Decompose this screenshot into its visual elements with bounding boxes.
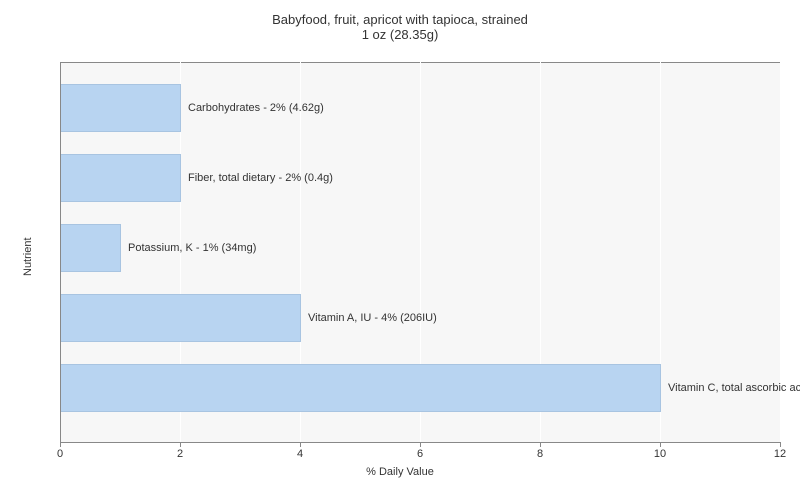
bar: [61, 294, 301, 342]
y-axis-label: Nutrient: [22, 237, 34, 276]
x-tick-mark: [780, 442, 781, 447]
x-tick-label: 0: [50, 448, 70, 460]
x-tick-label: 8: [530, 448, 550, 460]
bar: [61, 224, 121, 272]
bar: [61, 154, 181, 202]
x-tick-label: 2: [170, 448, 190, 460]
x-axis-label: % Daily Value: [0, 466, 800, 478]
chart-title-line1: Babyfood, fruit, apricot with tapioca, s…: [0, 0, 800, 27]
bar-label: Vitamin C, total ascorbic acid - 10% (6.…: [668, 382, 800, 394]
x-tick-label: 10: [650, 448, 670, 460]
x-tick-label: 12: [770, 448, 790, 460]
bar-label: Fiber, total dietary - 2% (0.4g): [188, 172, 333, 184]
bar-label: Vitamin A, IU - 4% (206IU): [308, 312, 437, 324]
x-tick-label: 4: [290, 448, 310, 460]
x-axis-line: [60, 442, 780, 443]
bar-label: Potassium, K - 1% (34mg): [128, 242, 256, 254]
nutrient-chart: Babyfood, fruit, apricot with tapioca, s…: [0, 0, 800, 500]
chart-title-line2: 1 oz (28.35g): [0, 27, 800, 42]
bar: [61, 84, 181, 132]
x-tick-label: 6: [410, 448, 430, 460]
bar-label: Carbohydrates - 2% (4.62g): [188, 102, 324, 114]
bar: [61, 364, 661, 412]
